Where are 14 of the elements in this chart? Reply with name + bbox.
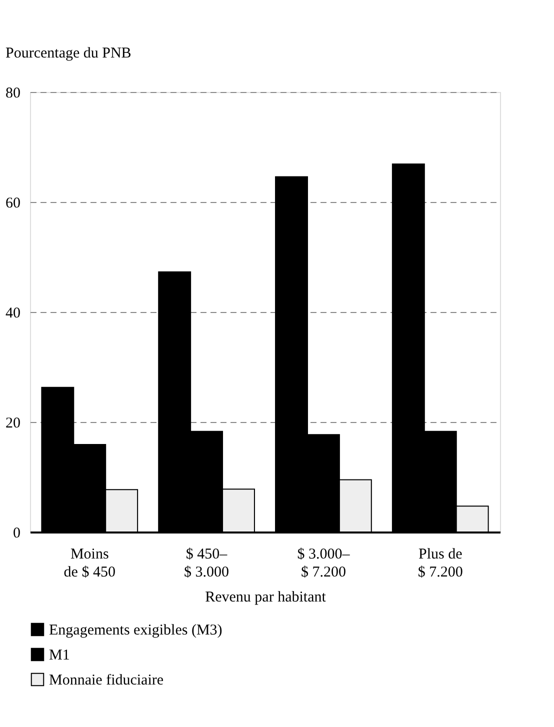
legend-label: M1 — [49, 648, 70, 664]
x-axis-title: Revenu par habitant — [205, 590, 327, 606]
y-tick-label: 60 — [6, 196, 20, 212]
legend-label: Monnaie fiduciaire — [49, 672, 164, 688]
x-tick-label: Moins de $ 450 — [64, 546, 116, 580]
x-tick-label: $ 3.000– $ 7.200 — [297, 546, 350, 580]
x-tick-label: Plus de $ 7.200 — [418, 546, 463, 580]
y-axis-title: Pourcentage du PNB — [6, 46, 132, 62]
x-tick-label: $ 450– $ 3.000 — [184, 546, 230, 580]
y-tick-label: 40 — [6, 306, 20, 322]
y-tick-label: 0 — [13, 526, 20, 542]
y-tick-label: 20 — [6, 416, 20, 432]
y-tick-label: 80 — [6, 86, 20, 102]
legend-label: Engagements exigibles (M3) — [49, 622, 222, 638]
